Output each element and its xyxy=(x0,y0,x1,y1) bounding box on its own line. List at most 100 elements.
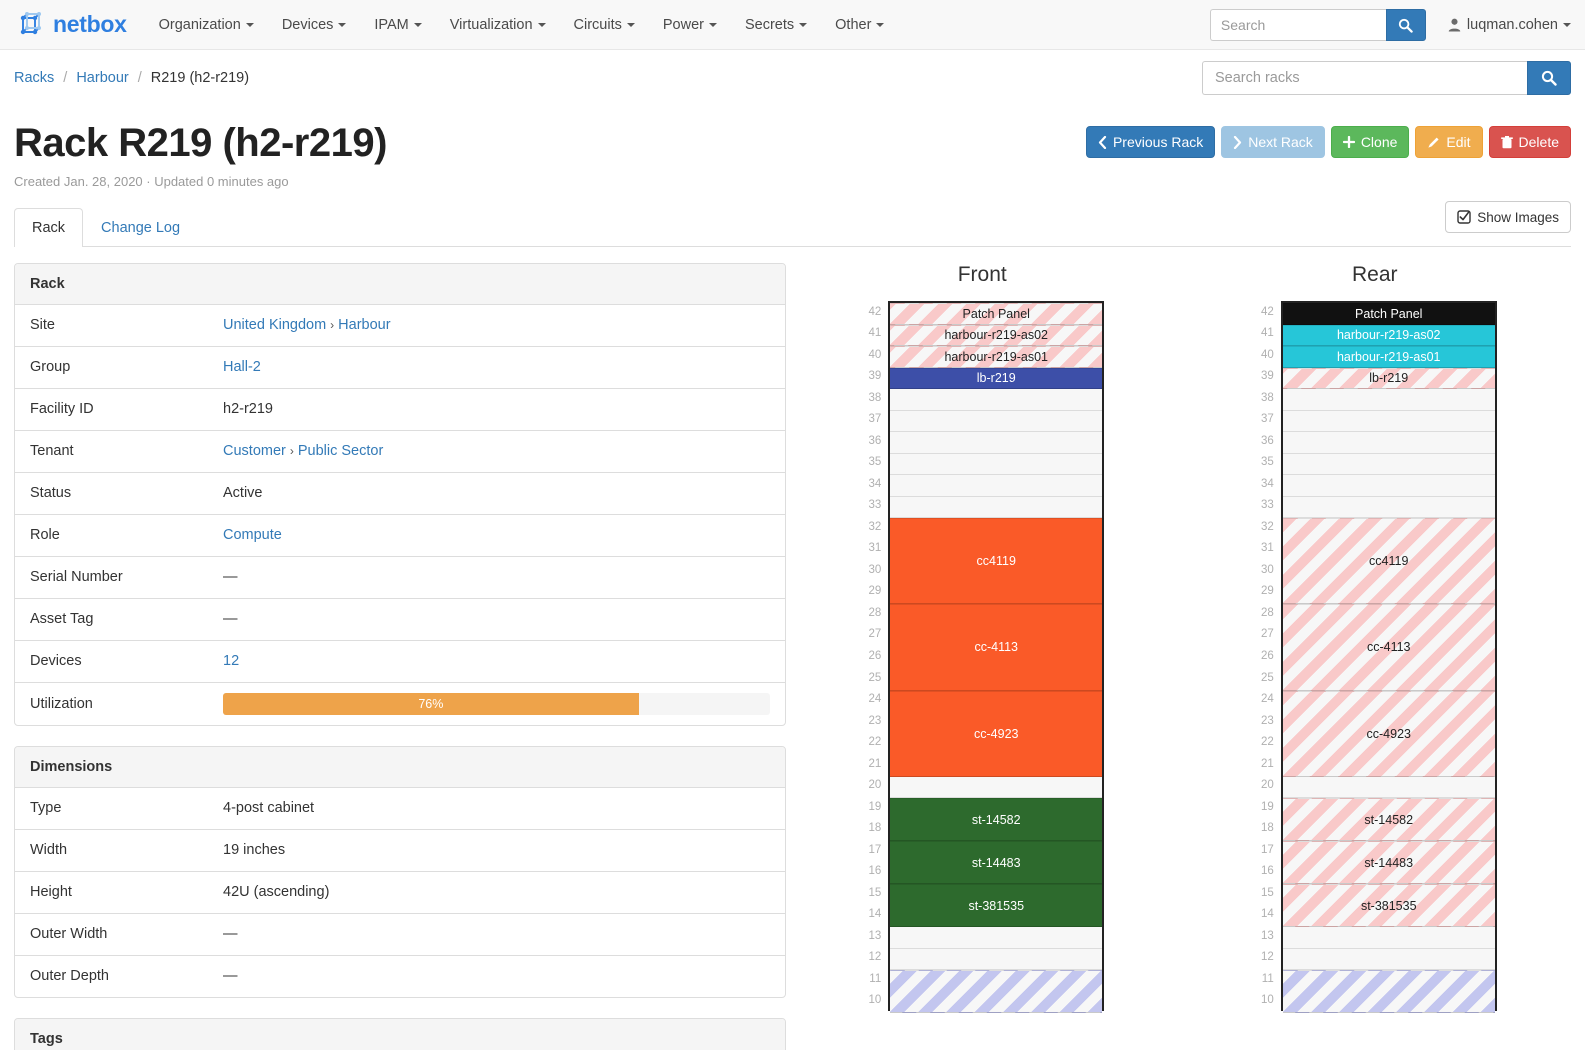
rack-unit-slot[interactable] xyxy=(1282,475,1495,497)
row-value: 76% xyxy=(208,682,785,726)
next-rack-button[interactable]: Next Rack xyxy=(1221,126,1325,158)
show-images-button[interactable]: Show Images xyxy=(1445,201,1571,233)
rack-device[interactable]: st-14582 xyxy=(890,798,1103,842)
devices-count-link[interactable]: 12 xyxy=(223,653,240,670)
rack-device[interactable]: harbour-r219-as01 xyxy=(890,346,1103,368)
unit-number: 21 xyxy=(868,757,882,770)
unit-number: 18 xyxy=(1260,822,1274,835)
rack-unit-slot[interactable] xyxy=(890,475,1103,497)
tab-change-log[interactable]: Change Log xyxy=(83,208,198,247)
rack-device[interactable]: harbour-r219-as02 xyxy=(890,324,1103,347)
breadcrumb-item-racks[interactable]: Racks xyxy=(14,70,55,86)
rack-device[interactable]: st-381535 xyxy=(1282,884,1495,928)
unit-number: 33 xyxy=(1260,499,1274,512)
nav-item-secrets[interactable]: Secrets xyxy=(731,9,821,41)
site-link[interactable]: Harbour xyxy=(338,317,391,333)
rear-elevation: Rear 42 41 40 39 38 37 36 35 34 33 32 31 30 29 28 27 26 2… xyxy=(1179,263,1572,1050)
unit-number: 39 xyxy=(1260,370,1274,383)
rack-unit-slot[interactable] xyxy=(890,410,1103,433)
table-row: Status Active xyxy=(15,472,785,515)
edit-button[interactable]: Edit xyxy=(1415,126,1483,158)
row-key: Utilization xyxy=(15,682,208,726)
chevron-down-icon xyxy=(413,22,422,27)
rack-unit-slot[interactable] xyxy=(1282,948,1495,971)
nav-item-organization[interactable]: Organization xyxy=(145,9,268,41)
rack-device[interactable]: Patch Panel xyxy=(1282,303,1495,325)
rack-unit-slot[interactable] xyxy=(1282,432,1495,454)
rack-device[interactable]: st-381535 xyxy=(890,884,1103,928)
device-label: lb-r219 xyxy=(1369,371,1409,386)
tenant-group-link[interactable]: Customer xyxy=(223,443,286,460)
netbox-logo[interactable]: netbox xyxy=(12,10,127,40)
rack-search-input[interactable] xyxy=(1202,61,1527,95)
rack-unit-slot[interactable] xyxy=(1282,776,1495,799)
rack-unit-slot[interactable] xyxy=(890,389,1103,411)
clone-button[interactable]: Clone xyxy=(1330,126,1410,158)
rack-unit-slot[interactable] xyxy=(890,496,1103,519)
rack-unit-slot[interactable] xyxy=(890,776,1103,799)
rack-device[interactable]: lb-r219 xyxy=(1282,367,1495,390)
rack-unit-slot[interactable] xyxy=(1282,453,1495,476)
row-key: Facility ID xyxy=(15,388,208,431)
previous-rack-button[interactable]: Previous Rack xyxy=(1085,126,1216,158)
unit-number: 15 xyxy=(868,886,882,899)
chevron-down-icon xyxy=(799,22,808,27)
rack-unit-slot[interactable] xyxy=(1282,410,1495,433)
nav-label: Organization xyxy=(158,16,241,33)
tab-rack[interactable]: Rack xyxy=(14,207,84,247)
role-link[interactable]: Compute xyxy=(223,527,282,544)
unit-number: 42 xyxy=(868,305,882,318)
row-key: Type xyxy=(30,800,62,817)
rack-unit-slot[interactable] xyxy=(1282,927,1495,949)
delete-button[interactable]: Delete xyxy=(1488,126,1571,158)
unit-number: 36 xyxy=(1260,434,1274,447)
rack-search xyxy=(1202,61,1571,95)
rack-unit-slot[interactable] xyxy=(890,927,1103,949)
nav-item-ipam[interactable]: IPAM xyxy=(360,9,435,41)
rack-unit-slot[interactable] xyxy=(890,453,1103,476)
page-title: Rack R219 (h2-r219) xyxy=(14,121,387,165)
rack-unit-slot[interactable] xyxy=(1282,389,1495,411)
unit-number: 13 xyxy=(1260,929,1274,942)
rack-device[interactable]: cc-4923 xyxy=(1282,690,1495,777)
row-key: Asset Tag xyxy=(15,598,208,641)
rack-device-unnamed[interactable] xyxy=(890,970,1103,1014)
rack-device[interactable]: cc4119 xyxy=(1282,518,1495,605)
rack-device[interactable]: harbour-r219-as02 xyxy=(1282,324,1495,347)
rack-device-unnamed[interactable] xyxy=(1282,970,1495,1014)
nav-item-other[interactable]: Other xyxy=(821,9,898,41)
breadcrumb-item-harbour[interactable]: Harbour xyxy=(76,70,129,86)
unit-number: 37 xyxy=(1260,413,1274,426)
rack-device[interactable]: cc4119 xyxy=(890,518,1103,605)
unit-number: 10 xyxy=(868,994,882,1007)
table-row: Type 4-post cabinet xyxy=(15,788,785,830)
rack-device[interactable]: st-14483 xyxy=(1282,841,1495,885)
table-row: Serial Number — xyxy=(15,556,785,599)
nav-label: Other xyxy=(835,16,872,33)
rack-unit-slot[interactable] xyxy=(890,948,1103,971)
rack-device[interactable]: st-14582 xyxy=(1282,798,1495,842)
tenant-link[interactable]: Public Sector xyxy=(297,443,384,460)
main-content: Rack Site United Kingdom › Harbour Group H… xyxy=(0,247,1585,1050)
unit-number: 16 xyxy=(1260,865,1274,878)
rack-search-button[interactable] xyxy=(1527,61,1571,95)
rack-device[interactable]: Patch Panel xyxy=(890,303,1103,325)
rack-device[interactable]: st-14483 xyxy=(890,841,1103,885)
nav-item-power[interactable]: Power xyxy=(649,9,731,41)
rack-device[interactable]: cc-4113 xyxy=(1282,604,1495,691)
nav-item-virtualization[interactable]: Virtualization xyxy=(436,9,560,41)
rack-unit-slot[interactable] xyxy=(1282,496,1495,519)
site-region-link[interactable]: United Kingdom xyxy=(223,317,327,333)
nav-item-circuits[interactable]: Circuits xyxy=(560,9,649,41)
rack-device[interactable]: cc-4113 xyxy=(890,604,1103,691)
nav-item-devices[interactable]: Devices xyxy=(268,9,361,41)
tags-panel-title: Tags xyxy=(15,1019,785,1050)
rack-device[interactable]: cc-4923 xyxy=(890,690,1103,777)
user-menu[interactable]: luqman.cohen xyxy=(1448,17,1571,33)
rack-device[interactable]: lb-r219 xyxy=(890,367,1103,390)
global-search-input[interactable] xyxy=(1209,9,1386,41)
rack-unit-slot[interactable] xyxy=(890,432,1103,454)
group-link[interactable]: Hall-2 xyxy=(223,359,261,376)
global-search-button[interactable] xyxy=(1385,9,1426,41)
rack-device[interactable]: harbour-r219-as01 xyxy=(1282,346,1495,368)
